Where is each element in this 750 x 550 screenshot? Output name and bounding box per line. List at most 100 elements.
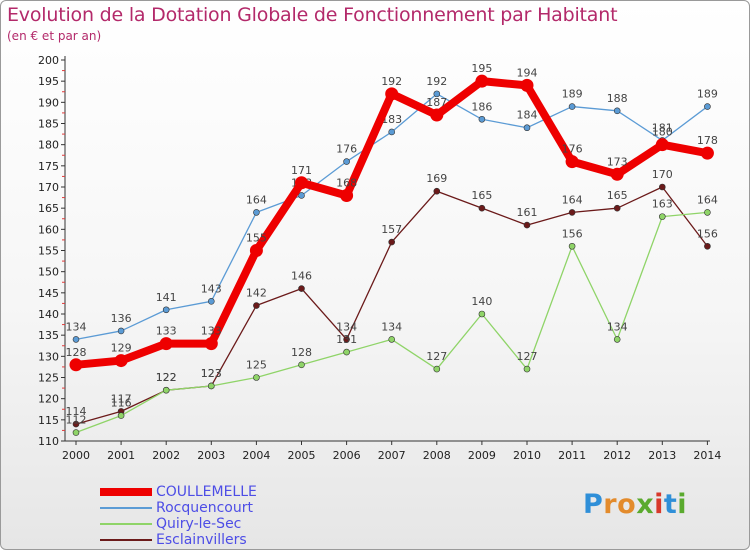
data-label: 143 bbox=[201, 282, 222, 295]
legend-label: COULLEMELLE bbox=[156, 484, 257, 500]
data-label: 176 bbox=[336, 143, 357, 156]
logo-letter: i bbox=[654, 489, 664, 520]
data-label: 171 bbox=[291, 164, 312, 177]
legend-swatch bbox=[100, 539, 152, 541]
data-label: 112 bbox=[66, 414, 87, 427]
data-label: 127 bbox=[426, 350, 447, 363]
logo-letter: x bbox=[636, 489, 655, 520]
legend-label: Esclainvillers bbox=[156, 532, 247, 548]
data-point bbox=[523, 221, 531, 229]
data-point bbox=[343, 158, 350, 165]
data-point bbox=[388, 128, 396, 136]
y-tick-label: 190 bbox=[38, 96, 59, 109]
x-tick-label: 2000 bbox=[62, 449, 90, 462]
data-point bbox=[430, 108, 444, 122]
data-point bbox=[253, 209, 260, 216]
x-tick-label: 2004 bbox=[242, 449, 270, 462]
data-point bbox=[343, 336, 350, 343]
y-tick-label: 160 bbox=[38, 223, 59, 236]
data-label: 189 bbox=[562, 88, 583, 101]
y-tick-label: 125 bbox=[38, 372, 59, 385]
data-point bbox=[253, 374, 260, 381]
data-label: 164 bbox=[562, 193, 583, 206]
data-point bbox=[704, 242, 711, 250]
y-tick-label: 140 bbox=[38, 308, 59, 321]
data-point bbox=[208, 297, 215, 305]
data-label: 195 bbox=[471, 62, 492, 75]
data-point bbox=[295, 176, 308, 190]
data-point bbox=[343, 348, 350, 356]
data-label: 146 bbox=[291, 270, 312, 283]
data-label: 156 bbox=[562, 227, 583, 240]
legend-label: Rocquencourt bbox=[156, 500, 253, 516]
data-label: 168 bbox=[336, 176, 357, 189]
data-label: 194 bbox=[517, 66, 538, 79]
data-label: 181 bbox=[652, 121, 673, 134]
data-label: 129 bbox=[111, 342, 132, 355]
data-point bbox=[388, 336, 396, 343]
data-point bbox=[704, 103, 711, 110]
data-label: 163 bbox=[652, 198, 673, 211]
data-point bbox=[613, 107, 621, 115]
data-point bbox=[298, 192, 305, 199]
legend-item: Esclainvillers bbox=[100, 532, 340, 548]
y-tick-label: 120 bbox=[38, 393, 59, 406]
data-label: 128 bbox=[291, 346, 312, 359]
data-label: 183 bbox=[381, 113, 402, 126]
chart-legend: COULLEMELLE Rocquencourt Quiry-le-Sec Escla… bbox=[100, 484, 340, 548]
legend-label: Quiry-le-Sec bbox=[156, 516, 242, 532]
data-point bbox=[565, 155, 579, 169]
data-point bbox=[568, 209, 576, 216]
data-point bbox=[208, 382, 215, 390]
legend-swatch bbox=[100, 488, 152, 496]
x-tick-label: 2011 bbox=[558, 449, 586, 462]
data-point bbox=[253, 302, 260, 309]
data-label: 114 bbox=[66, 405, 87, 418]
x-tick-label: 2003 bbox=[197, 449, 225, 462]
data-label: 125 bbox=[246, 359, 267, 372]
data-label: 133 bbox=[201, 325, 222, 338]
data-point bbox=[385, 87, 399, 101]
data-point bbox=[658, 213, 666, 220]
data-point bbox=[433, 365, 441, 373]
data-point bbox=[117, 327, 125, 335]
y-tick-label: 175 bbox=[38, 160, 59, 173]
legend-item: COULLEMELLE bbox=[100, 484, 340, 500]
data-point bbox=[117, 412, 125, 419]
data-label: 140 bbox=[471, 295, 492, 308]
proxiti-logo: Proxiti bbox=[583, 489, 687, 520]
x-tick-label: 2012 bbox=[603, 449, 631, 462]
data-point bbox=[475, 74, 489, 88]
data-point bbox=[610, 167, 624, 181]
x-tick-label: 2008 bbox=[423, 449, 451, 462]
data-point bbox=[658, 183, 666, 191]
data-point bbox=[204, 337, 218, 351]
data-label: 178 bbox=[697, 134, 718, 147]
data-point bbox=[249, 244, 263, 257]
data-label: 186 bbox=[471, 100, 492, 113]
x-tick-label: 2006 bbox=[333, 449, 361, 462]
data-label: 188 bbox=[607, 92, 628, 105]
data-label: 164 bbox=[246, 193, 267, 206]
data-label: 169 bbox=[426, 172, 447, 185]
data-point bbox=[568, 103, 576, 110]
data-label: 165 bbox=[471, 189, 492, 202]
y-tick-label: 115 bbox=[38, 414, 59, 427]
data-point bbox=[298, 361, 305, 369]
data-point bbox=[298, 285, 305, 292]
y-tick-label: 145 bbox=[38, 287, 59, 300]
logo-letter: i bbox=[677, 489, 688, 520]
data-label: 134 bbox=[66, 320, 87, 333]
data-label: 133 bbox=[156, 325, 177, 338]
y-tick-label: 110 bbox=[38, 435, 59, 448]
data-label: 180 bbox=[652, 126, 673, 139]
y-tick-label: 130 bbox=[38, 350, 59, 363]
data-label: 123 bbox=[201, 367, 222, 380]
data-label: 134 bbox=[607, 320, 628, 333]
x-tick-label: 2002 bbox=[152, 449, 180, 462]
y-tick-label: 155 bbox=[38, 245, 59, 258]
data-label: 189 bbox=[697, 88, 718, 101]
data-point bbox=[655, 138, 669, 152]
data-label: 141 bbox=[156, 291, 177, 304]
y-tick-label: 195 bbox=[38, 75, 59, 88]
